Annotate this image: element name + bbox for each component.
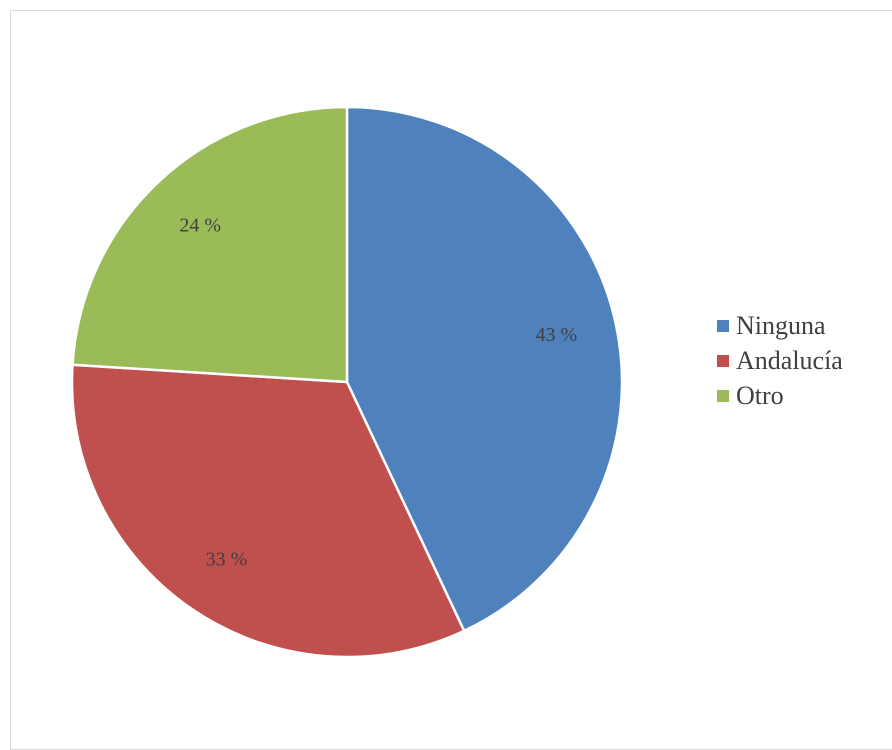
legend-swatch-andalucia: [717, 354, 729, 367]
data-label-andalucia: 33 %: [206, 548, 248, 570]
legend-item-ninguna: Ninguna: [717, 308, 843, 343]
data-label-otro: 24 %: [179, 215, 221, 237]
legend-label-andalucia: Andalucía: [736, 345, 843, 375]
pie-slice-otro: [71, 105, 349, 384]
pie-data-labels: 43 % 33 % 24 %: [179, 215, 577, 571]
legend-item-andalucia: Andalucía: [717, 343, 843, 378]
legend-item-otro: Otro: [717, 378, 843, 413]
legend-swatch-otro: [717, 389, 729, 402]
legend-label-otro: Otro: [736, 380, 784, 410]
legend-label-ninguna: Ninguna: [736, 310, 826, 340]
pie-slice-andalucia: [70, 363, 466, 659]
pie-chart: 43 % 33 % 24 %: [70, 105, 624, 659]
pie-slice-ninguna: [345, 105, 624, 633]
data-label-ninguna: 43 %: [535, 324, 577, 346]
legend-swatch-ninguna: [717, 319, 729, 332]
legend: Ninguna Andalucía Otro: [717, 308, 843, 413]
pie-slices: [70, 105, 624, 659]
